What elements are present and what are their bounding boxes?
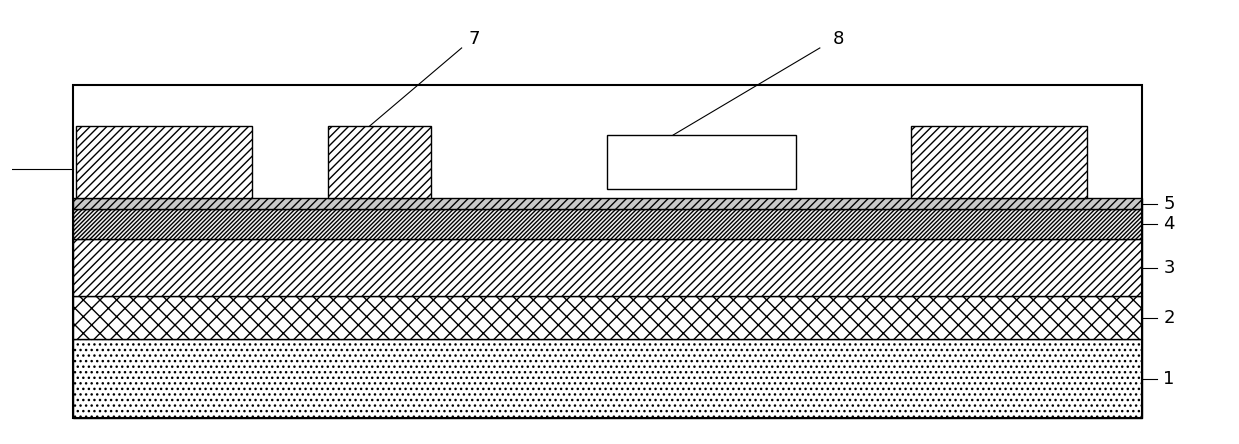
Bar: [73, 296, 1141, 340]
Bar: [73, 198, 1141, 209]
Text: 7: 7: [468, 30, 479, 48]
Bar: [73, 340, 1141, 418]
Text: 8: 8: [833, 30, 844, 48]
Text: 3: 3: [1163, 259, 1175, 277]
Bar: [73, 209, 1141, 239]
Text: 2: 2: [1163, 309, 1175, 327]
Text: 1: 1: [1163, 370, 1175, 388]
Bar: [328, 126, 431, 198]
Bar: [911, 126, 1087, 198]
Bar: [76, 126, 252, 198]
Text: 5: 5: [1163, 194, 1175, 213]
Text: 4: 4: [1163, 215, 1175, 233]
Bar: [73, 85, 1141, 418]
Bar: [73, 239, 1141, 296]
Bar: [607, 135, 795, 189]
